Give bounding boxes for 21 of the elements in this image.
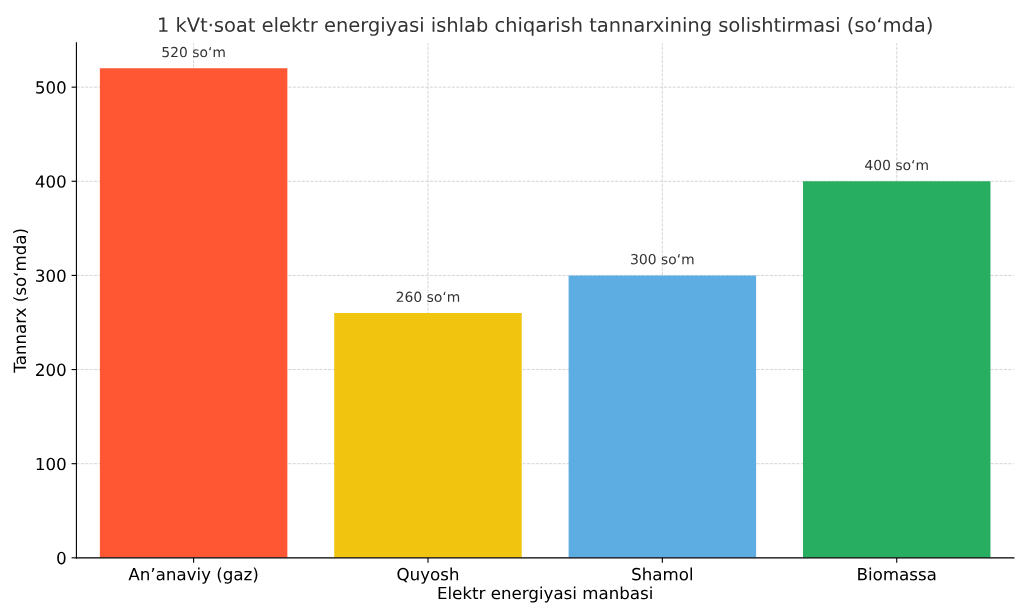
x-tick-label: Biomassa [858,567,936,581]
y-tick-label: 100 [36,457,66,471]
y-tick-label: 200 [36,363,66,377]
y-tick-label: 500 [36,81,66,94]
y-axis-title: Tannarx (so‘mda) [13,229,29,373]
chart-title: 1 kVt·soat elektr energiyasi ishlab chiqarish tannarxining solishtirmasi (so‘mda) [159,17,932,36]
bar [568,275,757,558]
data-label: 400 so‘m [865,159,928,171]
bar [99,68,288,558]
data-label: 260 so‘m [396,291,460,303]
x-tick-label: Shamol [632,567,692,581]
y-tick-label: 400 [35,175,66,188]
x-axis-title: Elektr energiyasi manbasi [438,586,652,603]
bar [334,313,522,558]
bar [802,181,991,558]
y-tick-label: 300 [36,269,66,282]
y-tick-label: 0 [57,551,66,565]
x-tick-label: An’anaviy (gaz) [128,567,258,584]
data-label: 300 so‘m [631,253,694,265]
data-label: 520 so‘m [162,46,225,58]
x-tick-label: Quyosh [397,567,459,584]
